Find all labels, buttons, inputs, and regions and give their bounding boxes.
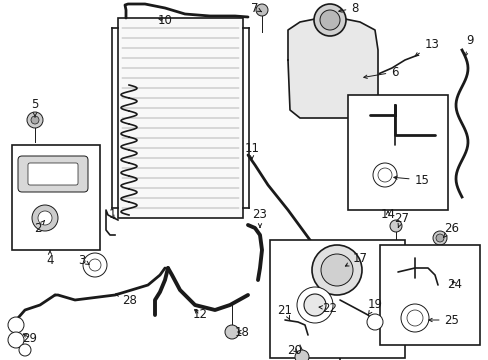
Bar	[379, 245, 479, 345]
Circle shape	[38, 211, 52, 225]
Text: 6: 6	[363, 66, 398, 78]
Polygon shape	[287, 18, 377, 118]
Text: 9: 9	[464, 33, 473, 56]
Text: 8: 8	[338, 1, 358, 14]
Bar	[12, 145, 100, 250]
Circle shape	[320, 254, 352, 286]
Circle shape	[27, 112, 43, 128]
Text: 16: 16	[332, 359, 347, 360]
Text: 29: 29	[22, 332, 38, 345]
Circle shape	[83, 253, 107, 277]
Text: 23: 23	[252, 208, 267, 227]
Text: 2: 2	[34, 220, 44, 234]
Circle shape	[389, 220, 401, 232]
Circle shape	[319, 10, 339, 30]
Text: 12: 12	[192, 309, 207, 321]
Circle shape	[435, 234, 443, 242]
Text: 25: 25	[428, 314, 459, 327]
Text: 5: 5	[31, 99, 39, 117]
Text: 28: 28	[116, 293, 137, 306]
Circle shape	[377, 168, 391, 182]
Circle shape	[89, 259, 101, 271]
Circle shape	[366, 314, 382, 330]
Text: 26: 26	[443, 221, 459, 238]
Circle shape	[19, 344, 31, 356]
Circle shape	[224, 325, 239, 339]
Circle shape	[294, 350, 308, 360]
Text: 21: 21	[277, 303, 292, 319]
Circle shape	[304, 294, 325, 316]
Text: 22: 22	[318, 302, 337, 315]
Circle shape	[432, 231, 446, 245]
Text: 1: 1	[108, 208, 116, 221]
Circle shape	[8, 332, 24, 348]
Text: 4: 4	[46, 251, 54, 266]
Circle shape	[296, 287, 332, 323]
Text: 17: 17	[345, 252, 367, 266]
Circle shape	[31, 116, 39, 124]
Bar	[347, 95, 447, 210]
Text: 24: 24	[447, 279, 462, 292]
Text: 10: 10	[157, 13, 172, 27]
Text: 13: 13	[414, 39, 439, 56]
Bar	[118, 18, 243, 218]
FancyBboxPatch shape	[28, 163, 78, 185]
Text: 7: 7	[251, 1, 261, 14]
Circle shape	[406, 310, 422, 326]
Text: 27: 27	[394, 211, 408, 228]
Circle shape	[256, 4, 267, 16]
Text: 15: 15	[393, 174, 428, 186]
Text: 18: 18	[234, 325, 249, 338]
FancyBboxPatch shape	[18, 156, 88, 192]
Circle shape	[400, 304, 428, 332]
Circle shape	[311, 245, 361, 295]
Circle shape	[313, 4, 346, 36]
Text: 20: 20	[287, 343, 302, 356]
Circle shape	[8, 317, 24, 333]
Text: 19: 19	[367, 298, 382, 314]
Text: 14: 14	[380, 208, 395, 221]
Bar	[269, 240, 404, 358]
Circle shape	[32, 205, 58, 231]
Circle shape	[372, 163, 396, 187]
Text: 11: 11	[244, 141, 259, 159]
Text: 3: 3	[78, 253, 89, 266]
